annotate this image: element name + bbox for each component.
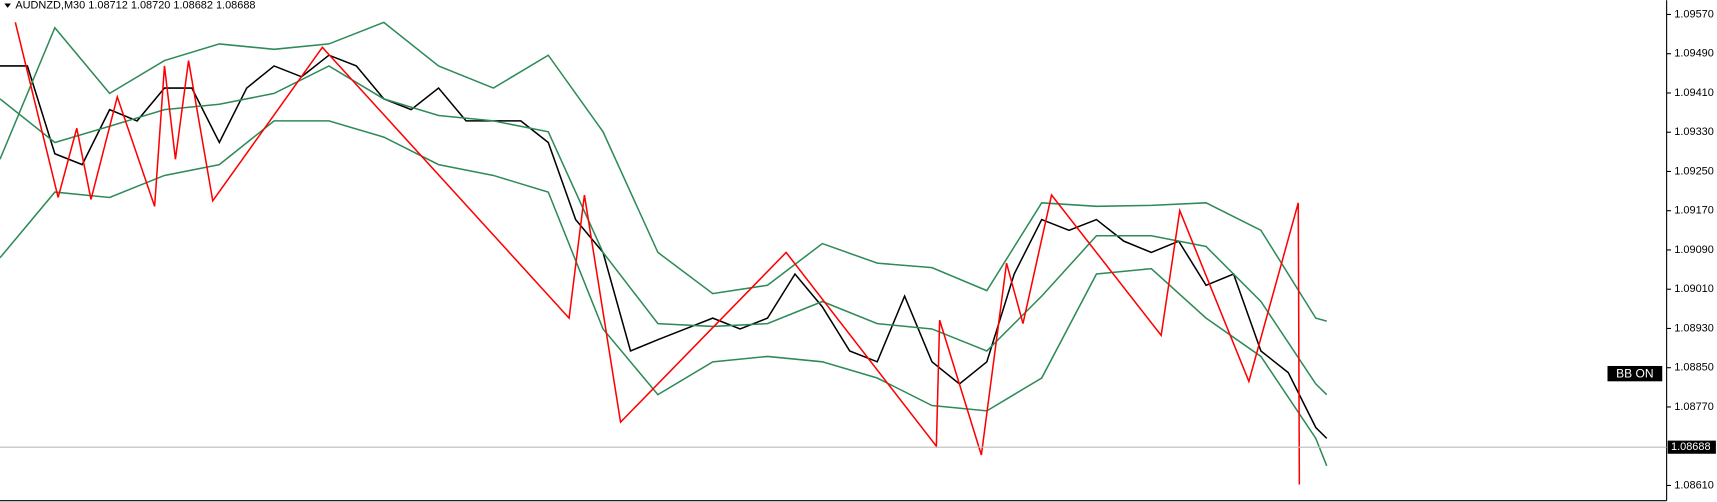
bb-button[interactable]	[1607, 365, 1663, 382]
series-line	[14, 22, 1301, 485]
y-tick-label: 1.08770	[1674, 401, 1714, 413]
series-line	[0, 120, 1328, 467]
y-tick-label: 1.09010	[1674, 283, 1714, 295]
chart-title: AUDNZD,M30 1.08712 1.08720 1.08682 1.086…	[15, 0, 255, 12]
y-tick-label: 1.09410	[1674, 87, 1714, 99]
y-tick-label: 1.09170	[1674, 205, 1714, 217]
y-tick-label: 1.09250	[1674, 165, 1714, 177]
current-price-label: 1.08688	[1671, 441, 1711, 453]
y-tick-label: 1.09570	[1674, 8, 1714, 20]
y-tick-label: 1.08930	[1674, 322, 1714, 334]
plot-area	[0, 21, 1328, 485]
current-price-box	[1667, 440, 1716, 454]
series-line	[0, 65, 1328, 396]
y-tick-label: 1.09090	[1674, 244, 1714, 256]
menu-arrow	[4, 3, 11, 8]
series-line	[0, 54, 1328, 439]
series-line	[0, 21, 1327, 322]
bb-button-label[interactable]: BB ON	[1616, 366, 1653, 380]
y-tick-label: 1.08850	[1674, 362, 1714, 374]
y-tick-label: 1.09490	[1674, 48, 1714, 60]
y-tick-label: 1.08610	[1674, 479, 1714, 491]
y-tick-label: 1.09330	[1674, 126, 1714, 138]
